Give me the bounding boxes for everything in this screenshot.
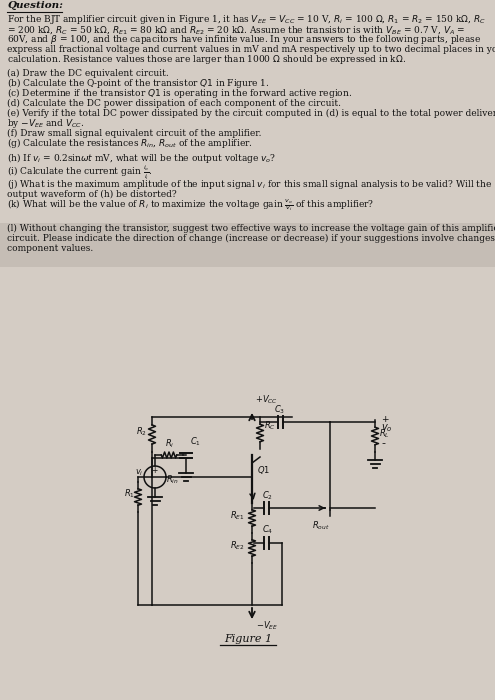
Text: (d) Calculate the DC power dissipation of each component of the circuit.: (d) Calculate the DC power dissipation o…	[7, 99, 341, 108]
Text: $C_3$: $C_3$	[274, 403, 285, 416]
Text: (h) If $v_i$ = 0.2sin$\omega t$ mV, what will be the output voltage $v_o$?: (h) If $v_i$ = 0.2sin$\omega t$ mV, what…	[7, 151, 276, 165]
Text: +: +	[151, 466, 157, 475]
Text: $v_i$: $v_i$	[135, 468, 144, 479]
Text: (a) Draw the DC equivalent circuit.: (a) Draw the DC equivalent circuit.	[7, 69, 169, 78]
Text: 60V, and $\beta$ = 100, and the capacitors have infinite value. In your answers : 60V, and $\beta$ = 100, and the capacito…	[7, 33, 481, 46]
Text: calculation. Resistance values those are larger than 1000 $\Omega$ should be exp: calculation. Resistance values those are…	[7, 53, 406, 66]
Text: $R_1$: $R_1$	[124, 488, 135, 500]
Text: $Q1$: $Q1$	[257, 464, 270, 476]
Text: (k) What will be the value of $R_i$ to maximize the voltage gain $\frac{v_o}{v_i: (k) What will be the value of $R_i$ to m…	[7, 197, 374, 213]
Text: (l) Without changing the transistor, suggest two effective ways to increase the : (l) Without changing the transistor, sug…	[7, 224, 495, 233]
Text: output waveform of (h) be distorted?: output waveform of (h) be distorted?	[7, 190, 177, 199]
Text: (b) Calculate the Q-point of the transistor $Q1$ in Figure 1.: (b) Calculate the Q-point of the transis…	[7, 76, 270, 90]
Text: by $-V_{EE}$ and $V_{CC}$.: by $-V_{EE}$ and $V_{CC}$.	[7, 117, 85, 130]
Text: $+V_{CC}$: $+V_{CC}$	[255, 394, 278, 407]
Text: $C_2$: $C_2$	[262, 489, 273, 501]
Text: component values.: component values.	[7, 244, 93, 253]
Text: (c) Determine if the transistor $Q1$ is operating in the forward active region.: (c) Determine if the transistor $Q1$ is …	[7, 86, 352, 100]
Text: circuit. Please indicate the direction of change (increase or decrease) if your : circuit. Please indicate the direction o…	[7, 234, 495, 243]
Text: $R_{E1}$: $R_{E1}$	[230, 509, 245, 522]
Text: $v_o$: $v_o$	[381, 422, 393, 434]
Text: (e) Verify if the total DC power dissipated by the circuit computed in (d) is eq: (e) Verify if the total DC power dissipa…	[7, 109, 495, 118]
Bar	[0, 223, 495, 267]
Text: (j) What is the maximum amplitude of the input signal $v_i$ for this small signa: (j) What is the maximum amplitude of the…	[7, 177, 492, 191]
Text: For the BJT amplifier circuit given in Figure 1, it has $V_{EE}$ = $V_{CC}$ = 10: For the BJT amplifier circuit given in F…	[7, 13, 486, 26]
Text: $C_4$: $C_4$	[262, 524, 273, 536]
Text: (i) Calculate the current gain $\frac{i_o}{i_i}$.: (i) Calculate the current gain $\frac{i_…	[7, 163, 153, 182]
Text: (f) Draw small signal equivalent circuit of the amplifier.: (f) Draw small signal equivalent circuit…	[7, 129, 261, 138]
Text: $R_{in}$: $R_{in}$	[166, 474, 179, 486]
Text: $R_i$: $R_i$	[165, 437, 174, 449]
Text: = 200 k$\Omega$, $R_C$ = 50 k$\Omega$, $R_{E1}$ = 80 k$\Omega$ and $R_{E2}$ = 20: = 200 k$\Omega$, $R_C$ = 50 k$\Omega$, $…	[7, 24, 465, 36]
Text: $-V_{EE}$: $-V_{EE}$	[256, 620, 278, 633]
Text: $R_2$: $R_2$	[136, 425, 147, 438]
Text: Figure 1: Figure 1	[224, 634, 272, 644]
Text: Question:: Question:	[7, 1, 63, 10]
Text: (g) Calculate the resistances $R_{in}$, $R_{out}$ of the amplifier.: (g) Calculate the resistances $R_{in}$, …	[7, 136, 253, 150]
Text: +: +	[381, 415, 389, 424]
Text: -: -	[381, 438, 385, 448]
Text: $R_{out}$: $R_{out}$	[312, 519, 330, 531]
Text: $R_{E2}$: $R_{E2}$	[230, 539, 245, 552]
Text: express all fractional voltage and current values in mV and mA respectively up t: express all fractional voltage and curre…	[7, 45, 495, 54]
Text: $C_1$: $C_1$	[190, 436, 201, 449]
Text: $R_C$: $R_C$	[264, 420, 276, 433]
Text: $R_L$: $R_L$	[379, 427, 390, 440]
